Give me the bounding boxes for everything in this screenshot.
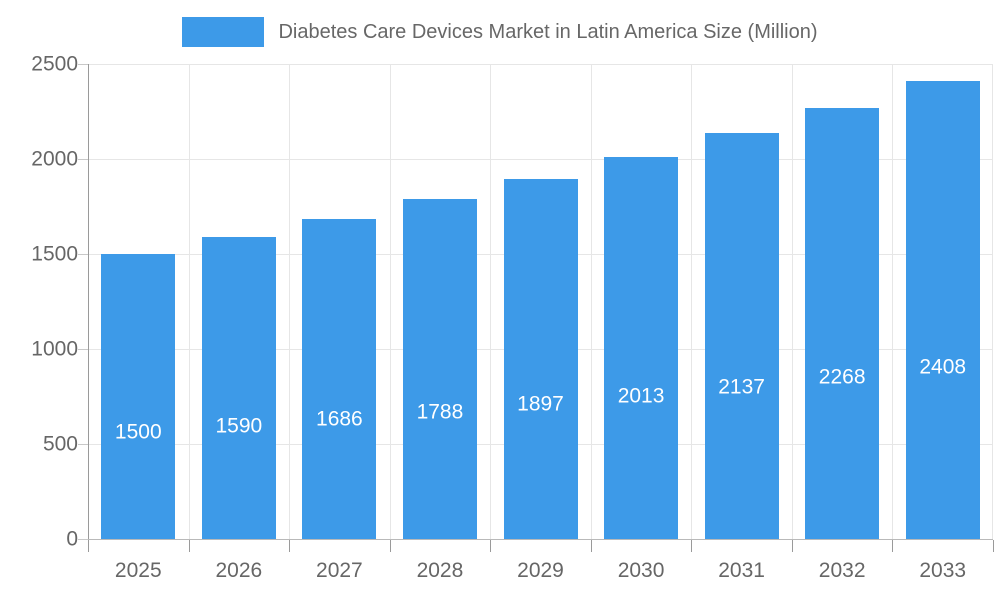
y-tick-mark [78,64,88,65]
x-tick-mark [892,540,893,552]
y-axis-tick-labels: 0 500 1000 1500 2000 2500 [0,0,78,600]
x-tick-mark [390,540,391,552]
bar[interactable] [805,108,880,539]
y-tick-label: 2500 [31,52,78,76]
bar[interactable] [402,199,477,539]
bar[interactable] [905,81,980,539]
y-tick-label: 2000 [31,147,78,171]
x-tick-label: 2031 [718,559,765,582]
x-tick-mark [289,540,290,552]
x-axis-line [88,539,993,540]
y-tick-label: 500 [42,432,78,456]
y-gridline [88,64,993,65]
bar[interactable] [503,178,578,539]
x-gridline [390,64,391,539]
bar[interactable] [604,156,679,539]
x-tick-label: 2025 [114,559,162,582]
chart-legend: Diabetes Care Devices Market in Latin Am… [0,12,1000,52]
x-tick-mark [189,540,190,552]
y-tick-mark [78,159,88,160]
x-tick-mark [490,540,491,552]
x-tick-mark [88,540,89,552]
x-tick-mark [691,540,692,552]
y-tick-label: 1500 [31,242,78,266]
y-tick-label: 0 [66,527,78,551]
y-axis-line [88,64,89,541]
y-tick-mark [78,444,88,445]
y-gridline [88,159,993,160]
y-tick-mark [78,349,88,350]
legend-color-swatch [182,17,265,47]
x-gridline [189,64,190,539]
bar[interactable] [302,218,377,539]
x-gridline [691,64,692,539]
x-gridline [892,64,893,539]
x-tick-mark [993,540,994,552]
x-tick-label: 2029 [517,559,564,582]
x-gridline [289,64,290,539]
x-tick-label: 2032 [818,559,866,582]
x-gridline [490,64,491,539]
x-tick-mark [792,540,793,552]
x-tick-mark [591,540,592,552]
x-gridline [591,64,592,539]
bar[interactable] [101,254,176,539]
x-gridline [792,64,793,539]
x-tick-label: 2026 [215,559,263,582]
plot-area: 1500 1590 1686 1788 1897 2013 2137 2268 2408 [88,64,993,540]
y-tick-mark [78,254,88,255]
legend-series-label: Diabetes Care Devices Market in Latin Am… [278,21,818,43]
x-tick-label: 2028 [416,559,464,582]
bar[interactable] [201,236,276,539]
x-tick-label: 2030 [617,559,665,582]
y-tick-mark [78,539,88,540]
x-tick-label: 2033 [919,559,967,582]
y-tick-label: 1000 [31,337,78,361]
x-tick-label: 2027 [316,559,363,582]
x-gridline [992,64,993,539]
bar[interactable] [704,132,779,539]
